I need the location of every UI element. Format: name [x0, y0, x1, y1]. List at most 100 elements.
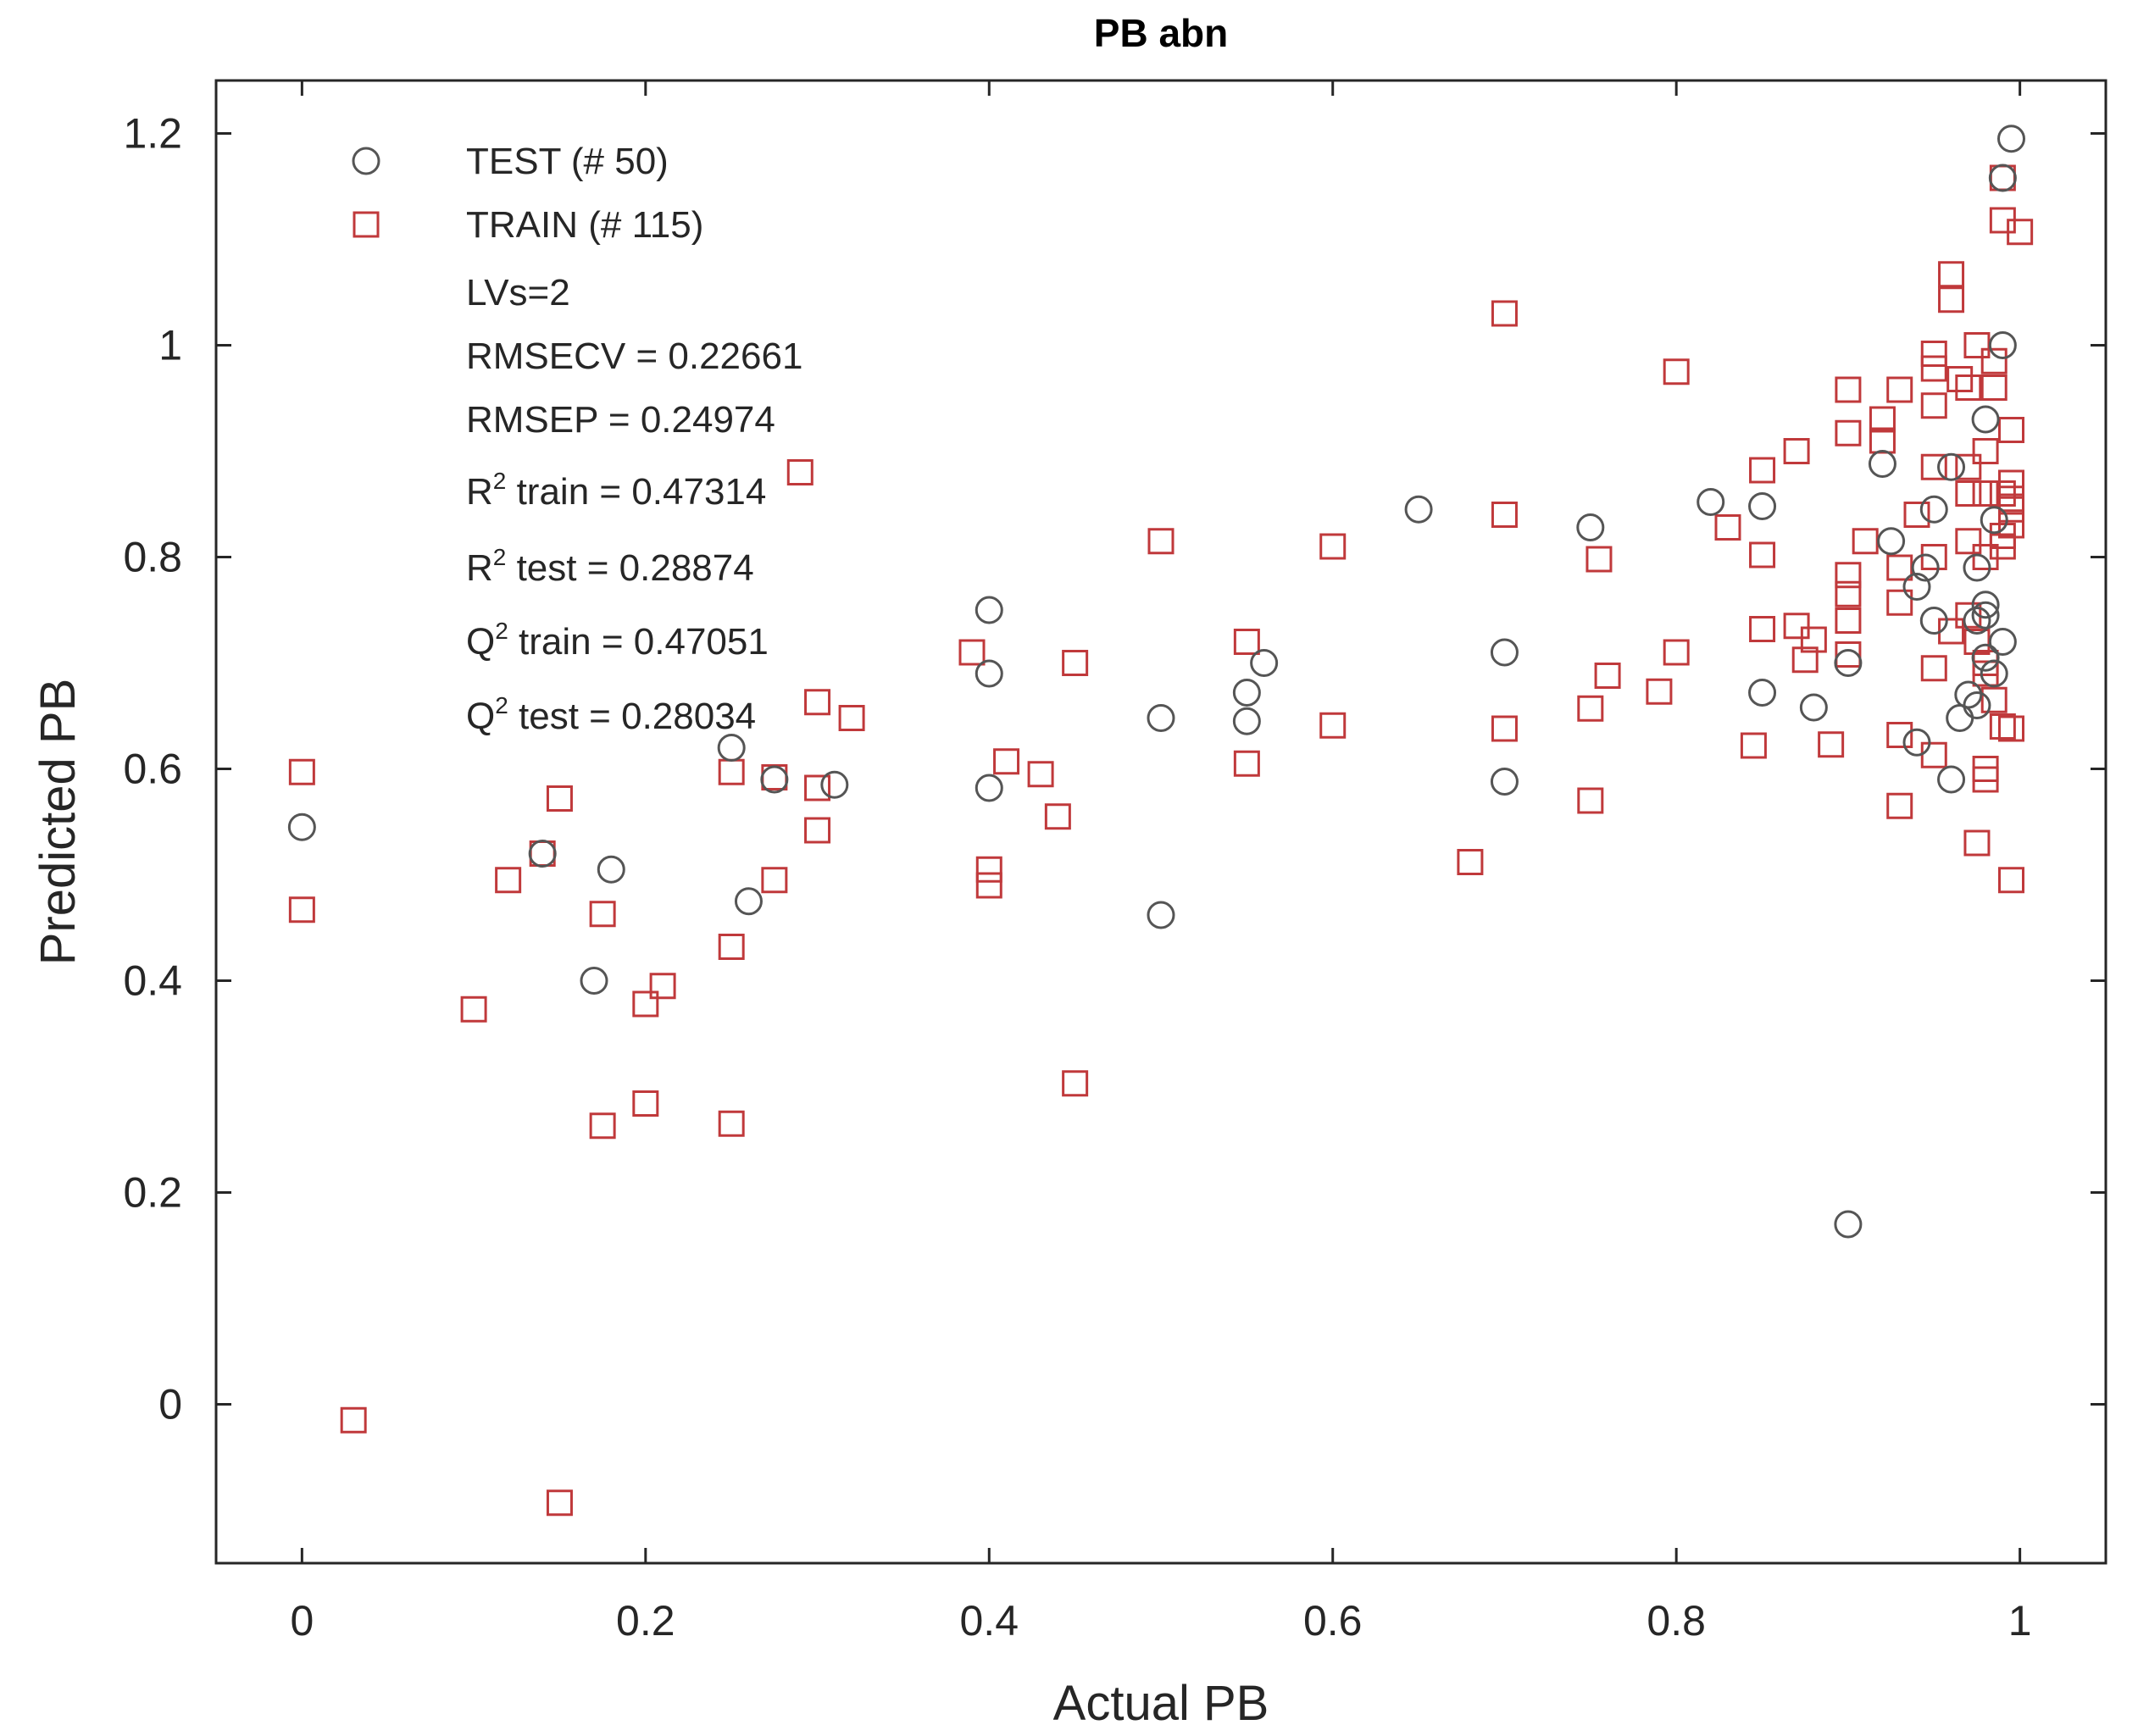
- train-point: [993, 748, 1020, 775]
- train-point: [761, 867, 788, 894]
- x-tick-label: 0.6: [1303, 1597, 1363, 1644]
- train-point: [1972, 766, 1999, 793]
- test-point: [1937, 452, 1966, 481]
- test-point: [975, 659, 1003, 688]
- annotation-lvs: LVs=2: [466, 272, 570, 313]
- r2-test-superscript: 2: [493, 544, 507, 570]
- test-point: [1697, 488, 1725, 516]
- train-point: [546, 785, 573, 812]
- test-point: [1954, 680, 1983, 709]
- test-point: [1919, 495, 1948, 524]
- y-axis-label: Predicted PB: [31, 679, 86, 966]
- y-tick-label: 0.2: [123, 1169, 182, 1217]
- train-point: [1980, 374, 2007, 401]
- test-point: [580, 967, 608, 995]
- train-point: [1998, 417, 2024, 443]
- test-point: [1988, 628, 2017, 656]
- train-point: [1980, 686, 2007, 713]
- train-point: [804, 774, 831, 801]
- q2-train-superscript: 2: [495, 618, 508, 644]
- legend: TEST (# 50) TRAIN (# 115) LVs=2 RMSECV =…: [352, 141, 802, 737]
- annotation-q2-train: Q2 train = 0.47051: [466, 618, 769, 663]
- train-point: [975, 872, 1002, 899]
- test-point: [1902, 728, 1931, 757]
- train-point: [1920, 355, 1947, 382]
- train-point: [1835, 376, 1862, 403]
- train-point: [1783, 613, 1810, 640]
- train-point: [1920, 341, 1947, 367]
- train-point: [1062, 1070, 1089, 1097]
- train-point: [1147, 528, 1175, 555]
- y-tick-label: 1: [158, 322, 182, 369]
- r2-test-letter: R: [466, 547, 493, 589]
- train-point: [718, 1110, 745, 1137]
- train-point: [1233, 629, 1260, 655]
- train-point: [632, 990, 659, 1018]
- train-point: [589, 1112, 616, 1140]
- legend-test-label: TEST (# 50): [466, 141, 669, 182]
- train-point: [1646, 678, 1673, 705]
- test-point: [1971, 601, 2000, 630]
- train-point: [1980, 347, 2007, 374]
- train-point: [340, 1406, 367, 1434]
- train-point: [958, 639, 986, 666]
- x-tick-label: 0.8: [1647, 1597, 1706, 1644]
- train-point: [2007, 219, 2034, 246]
- test-point: [975, 774, 1003, 802]
- test-point: [1971, 643, 2000, 672]
- r2-train-letter: R: [466, 471, 493, 513]
- y-tick-label: 0: [158, 1381, 182, 1428]
- test-point: [1902, 573, 1931, 601]
- test-point: [1971, 591, 2000, 619]
- train-point: [1585, 546, 1613, 573]
- train-point: [1714, 514, 1741, 541]
- train-point: [1577, 695, 1604, 722]
- train-point: [1972, 480, 1999, 507]
- train-point: [1938, 261, 1965, 288]
- legend-test-marker: [352, 147, 380, 175]
- train-point: [1946, 366, 1974, 392]
- train-point: [1800, 626, 1827, 653]
- train-point: [1920, 453, 1947, 480]
- train-point: [1920, 392, 1947, 419]
- test-point: [1980, 506, 2008, 535]
- test-point: [760, 765, 789, 794]
- test-point: [597, 855, 625, 884]
- test-point: [1937, 765, 1966, 794]
- train-point: [460, 996, 487, 1023]
- train-point: [632, 1090, 659, 1117]
- x-tick-label: 0.4: [960, 1597, 1019, 1644]
- annotation-r2-train: R2 train = 0.47314: [466, 468, 766, 513]
- test-point: [1997, 125, 2025, 153]
- test-point: [528, 840, 557, 868]
- test-point: [1868, 450, 1896, 478]
- test-point: [717, 734, 746, 762]
- train-point: [1491, 300, 1518, 327]
- train-point: [1955, 453, 1982, 480]
- train-point: [1955, 528, 1982, 555]
- train-point: [1594, 663, 1621, 689]
- legend-train-label: TRAIN (# 115): [466, 204, 703, 246]
- train-point: [1989, 533, 2016, 560]
- train-point: [1835, 607, 1862, 634]
- y-tick-label: 1.2: [123, 110, 182, 158]
- test-point: [1232, 707, 1261, 735]
- test-point: [1971, 405, 2000, 434]
- test-point: [1980, 659, 2008, 688]
- q2-test-superscript: 2: [495, 692, 508, 718]
- train-point: [1233, 750, 1260, 777]
- test-point: [1963, 691, 1991, 719]
- train-point: [1920, 655, 1947, 682]
- data-points: [287, 125, 2034, 1517]
- train-point: [1938, 286, 1965, 313]
- test-point: [1404, 495, 1433, 524]
- train-point: [1869, 406, 1896, 433]
- test-point: [1748, 679, 1777, 707]
- x-tick-label: 1: [2008, 1597, 2032, 1644]
- test-point: [1988, 164, 2017, 192]
- test-point: [1232, 679, 1261, 707]
- train-point: [1749, 541, 1776, 568]
- train-point: [1783, 438, 1810, 464]
- train-point: [1027, 761, 1054, 788]
